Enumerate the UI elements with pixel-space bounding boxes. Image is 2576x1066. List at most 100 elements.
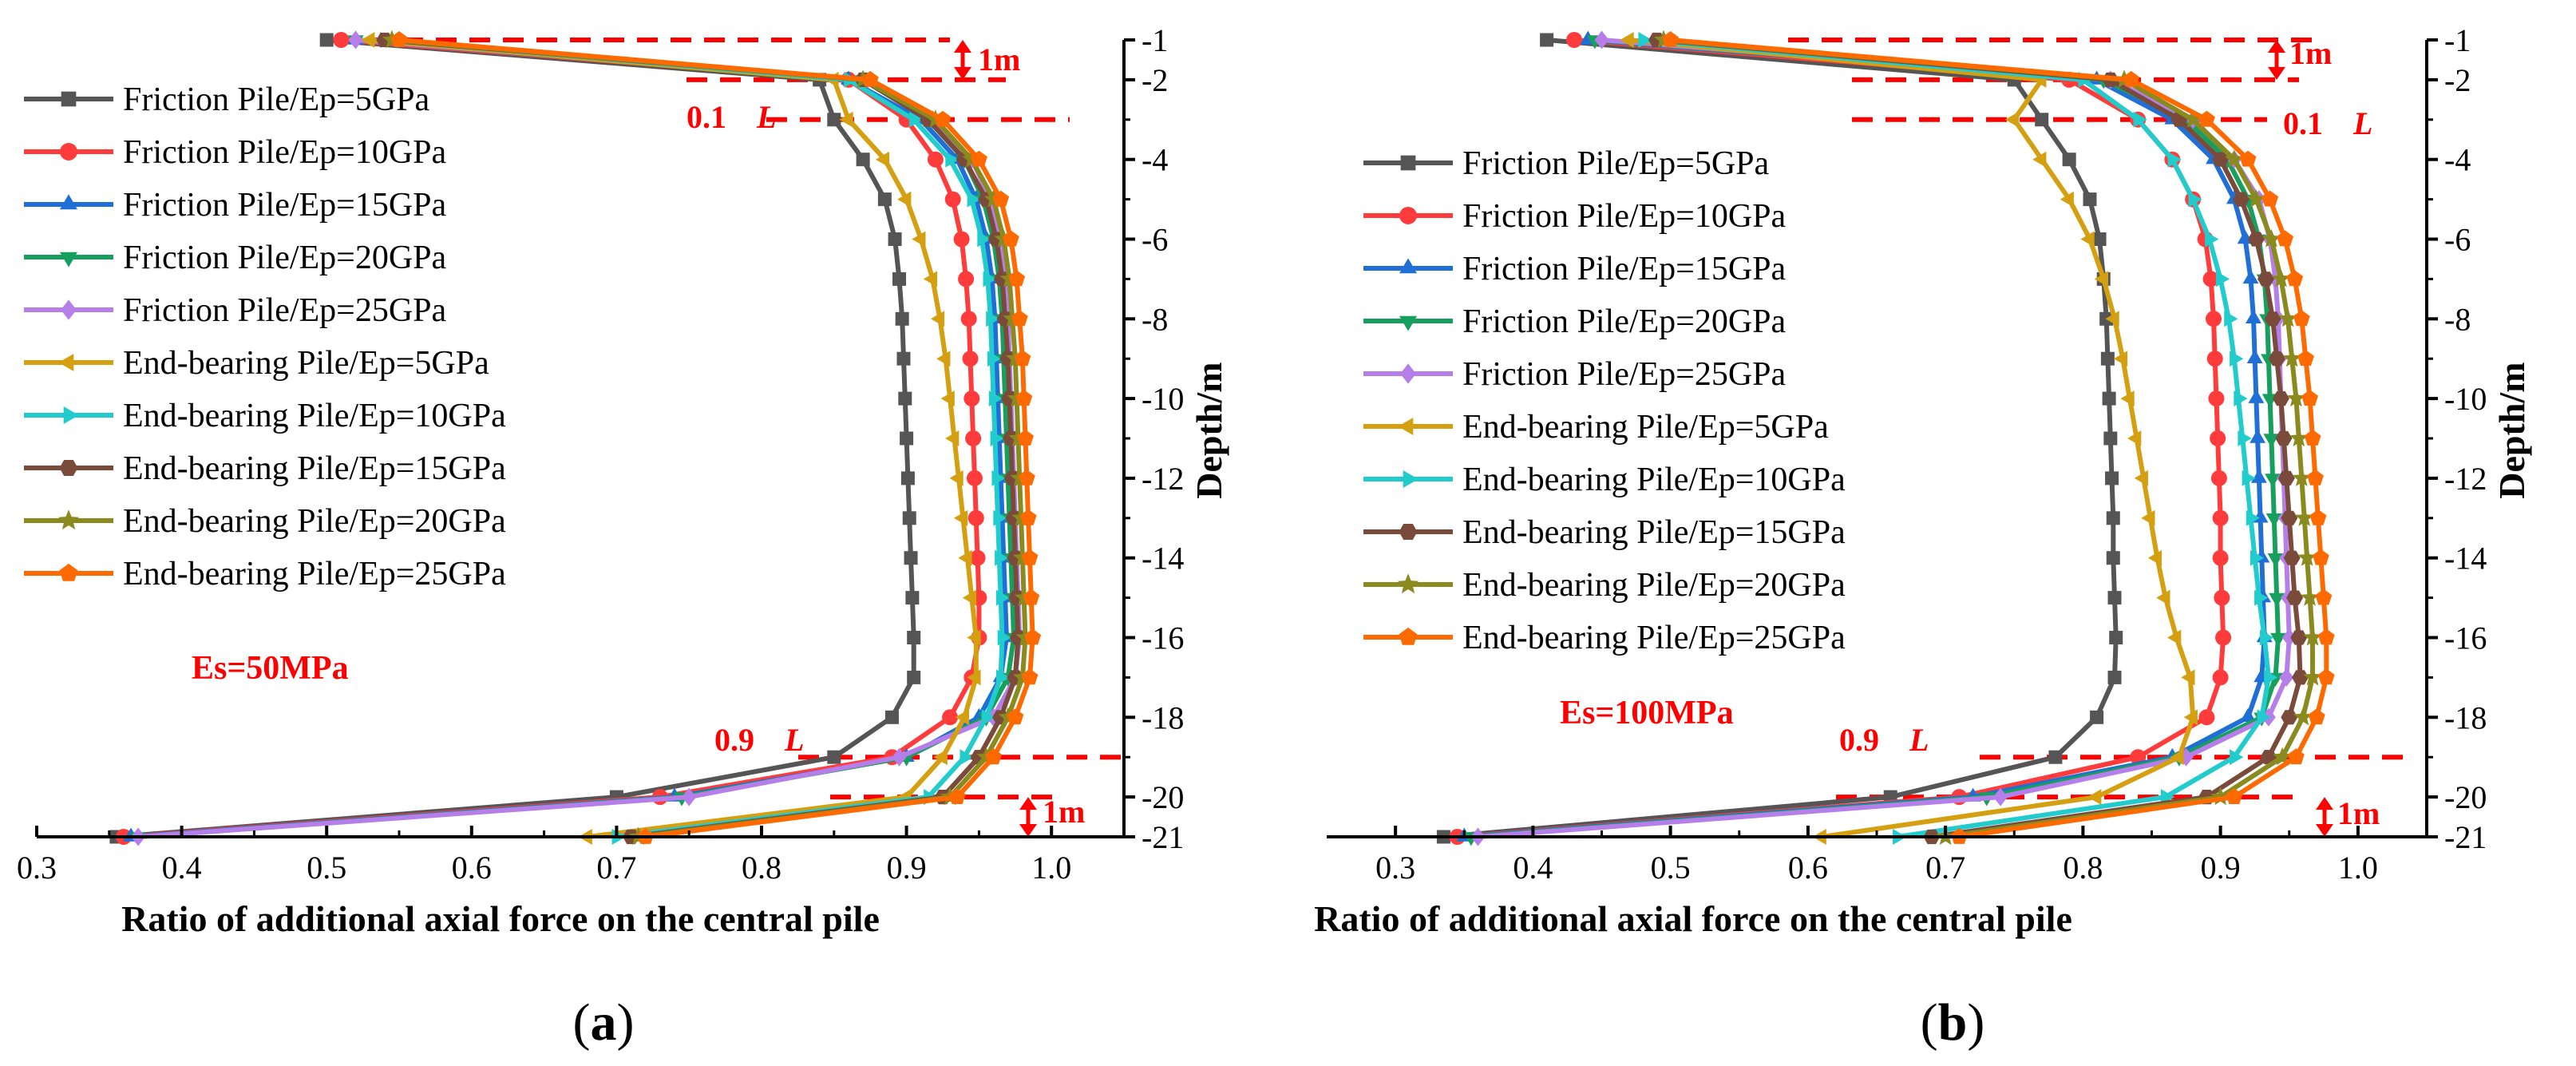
data-point	[2246, 309, 2261, 323]
data-point	[2264, 311, 2281, 327]
legend-marker	[1399, 627, 1418, 645]
data-point	[2212, 509, 2229, 526]
data-point	[1540, 33, 1554, 47]
data-point	[904, 551, 918, 565]
data-point	[2212, 669, 2229, 686]
data-point	[902, 511, 916, 525]
data-point	[960, 311, 977, 327]
legend-label: End-bearing Pile/Ep=25GPa	[123, 556, 506, 592]
data-point	[2133, 111, 2147, 128]
data-point	[2106, 551, 2120, 565]
data-point	[892, 271, 907, 286]
data-point	[2293, 707, 2313, 726]
data-point	[2254, 589, 2269, 606]
data-point	[2250, 429, 2266, 443]
data-point	[2233, 192, 2250, 207]
legend-item: End-bearing Pile/Ep=5GPa	[24, 345, 489, 382]
data-point	[936, 351, 951, 367]
data-point	[1662, 31, 1680, 47]
data-point	[2292, 468, 2312, 486]
x-tick-label: 1.0	[1031, 850, 1071, 886]
data-point	[2035, 113, 2049, 127]
legend-marker	[1399, 258, 1417, 274]
data-point	[2292, 670, 2309, 685]
x-tick-label: 0.7	[1925, 850, 1965, 886]
data-point	[1566, 32, 1583, 48]
data-point	[2312, 549, 2329, 565]
data-point	[966, 470, 983, 486]
data-point	[940, 390, 955, 407]
data-point	[2246, 189, 2266, 208]
series-6	[361, 32, 981, 845]
data-point	[2269, 592, 2285, 608]
label-0-1: 0.1	[687, 99, 726, 135]
data-point	[2278, 308, 2297, 327]
data-point	[1021, 549, 1039, 565]
data-point	[856, 153, 870, 167]
data-point	[953, 509, 968, 526]
y-tick-label: -4	[2444, 142, 2471, 178]
data-point	[2279, 668, 2294, 687]
y-tick-label: -12	[2444, 461, 2487, 497]
legend-label: Friction Pile/Ep=5GPa	[123, 81, 430, 118]
data-point	[875, 151, 890, 168]
legend-label: Friction Pile/Ep=5GPa	[1462, 145, 1770, 182]
data-point	[2107, 670, 2122, 684]
data-point	[997, 629, 1011, 646]
data-point	[992, 190, 1010, 207]
arrow-head	[2268, 40, 2285, 53]
legend-label: End-bearing Pile/Ep=15GPa	[1462, 514, 1846, 551]
data-point	[945, 430, 960, 446]
data-point	[977, 231, 991, 248]
data-point	[2215, 629, 2232, 646]
data-point	[1014, 350, 1031, 367]
data-point	[912, 231, 926, 248]
data-point	[2277, 470, 2295, 485]
legend-label: End-bearing Pile/Ep=25GPa	[1462, 620, 1846, 656]
y-tick-label: -8	[2444, 301, 2471, 337]
legend-label: End-bearing Pile/Ep=20GPa	[123, 503, 506, 540]
data-point	[2156, 589, 2170, 606]
data-point	[1019, 509, 1037, 525]
label-0-1-L: L	[2352, 105, 2372, 141]
data-point	[2281, 510, 2298, 525]
data-point	[900, 431, 914, 446]
series-10	[1662, 31, 2335, 844]
legend-item: End-bearing Pile/Ep=20GPa	[1363, 567, 1846, 604]
data-point	[2304, 430, 2321, 446]
data-point	[995, 549, 1009, 566]
legend: Friction Pile/Ep=5GPa Friction Pile/Ep=10…	[1363, 145, 1846, 656]
data-point	[2247, 232, 2265, 247]
data-point	[2303, 667, 2322, 686]
legend-item: End-bearing Pile/Ep=10GPa	[24, 398, 506, 434]
y-tick-label: -14	[2444, 541, 2487, 577]
data-point	[1024, 628, 1042, 645]
data-point	[967, 191, 981, 208]
data-point	[2242, 470, 2256, 486]
data-point	[2248, 389, 2265, 403]
label-bottom-1m: 1m	[2337, 795, 2380, 831]
es-annotation: Es=100MPa	[1560, 695, 1734, 731]
panel-caption: (b)	[1921, 993, 1985, 1052]
y-tick-label: -12	[1142, 461, 1184, 497]
data-point	[933, 749, 948, 766]
data-point	[2286, 590, 2304, 605]
data-point	[827, 750, 841, 764]
legend-label: Friction Pile/Ep=15GPa	[1462, 251, 1787, 287]
data-point	[1011, 310, 1028, 327]
one-meter-arrows	[2268, 40, 2333, 837]
data-point	[2214, 589, 2230, 606]
data-point	[2281, 710, 2298, 725]
legend-marker	[1400, 363, 1416, 384]
x-tick-label: 0.9	[887, 850, 927, 886]
data-point	[964, 390, 980, 407]
legend-marker	[1398, 418, 1414, 435]
data-point	[2092, 232, 2107, 246]
data-point	[2239, 150, 2257, 167]
data-point	[2297, 350, 2314, 367]
data-point	[2257, 271, 2274, 287]
data-point	[2100, 351, 2115, 366]
arrow-head	[2316, 824, 2333, 837]
legend-label: Friction Pile/Ep=25GPa	[1462, 356, 1787, 393]
data-point	[2309, 509, 2327, 525]
